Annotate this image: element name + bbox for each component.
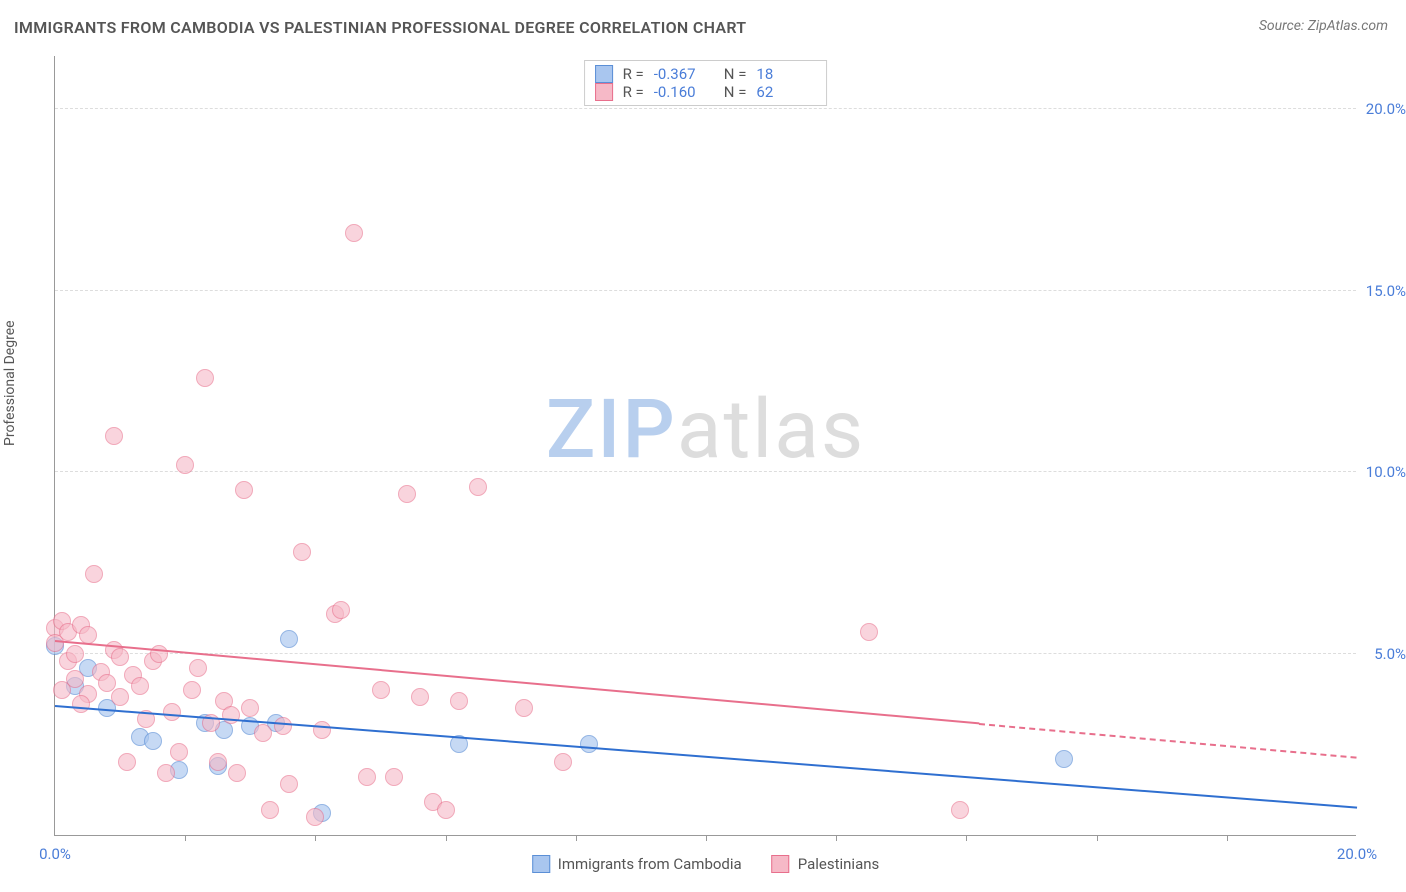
data-point — [450, 692, 468, 710]
data-point — [131, 677, 149, 695]
data-point — [222, 706, 240, 724]
data-point — [183, 681, 201, 699]
plot-area: ZIPatlas R =-0.367N =18R =-0.160N =62 Im… — [54, 56, 1356, 836]
gridline — [55, 471, 1356, 472]
data-point — [411, 688, 429, 706]
y-tick-label: 15.0% — [1356, 282, 1406, 300]
data-point — [228, 764, 246, 782]
data-point — [150, 645, 168, 663]
x-tick-mark — [706, 835, 707, 841]
legend-n-value: 62 — [756, 83, 816, 101]
data-point — [469, 478, 487, 496]
data-point — [280, 630, 298, 648]
data-point — [72, 695, 90, 713]
x-tick-label: 20.0% — [1337, 845, 1377, 863]
x-tick-mark — [1227, 835, 1228, 841]
y-tick-label: 10.0% — [1356, 463, 1406, 481]
x-tick-mark — [1097, 835, 1098, 841]
legend-label: Palestinians — [798, 855, 880, 873]
y-tick-label: 5.0% — [1356, 645, 1406, 663]
legend-n-value: 18 — [756, 65, 816, 83]
data-point — [313, 721, 331, 739]
data-point — [254, 724, 272, 742]
data-point — [554, 753, 572, 771]
data-point — [111, 648, 129, 666]
legend-r-label: R = — [623, 83, 644, 101]
data-point — [111, 688, 129, 706]
legend-item: Immigrants from Cambodia — [532, 855, 742, 873]
data-point — [261, 801, 279, 819]
data-point — [196, 369, 214, 387]
chart-title: IMMIGRANTS FROM CAMBODIA VS PALESTINIAN … — [14, 18, 746, 37]
data-point — [385, 768, 403, 786]
data-point — [66, 645, 84, 663]
data-point — [85, 565, 103, 583]
legend-r-label: R = — [623, 65, 644, 83]
data-point — [332, 601, 350, 619]
legend-series: Immigrants from Cambodia Palestinians — [532, 855, 880, 873]
x-tick-mark — [185, 835, 186, 841]
legend-r-value: -0.367 — [654, 65, 714, 83]
y-axis-label: Professional Degree — [2, 320, 18, 446]
data-point — [951, 801, 969, 819]
data-point — [372, 681, 390, 699]
watermark: ZIPatlas — [546, 382, 865, 478]
watermark-part2: atlas — [677, 382, 865, 478]
data-point — [293, 543, 311, 561]
data-point — [860, 623, 878, 641]
gridline — [55, 290, 1356, 291]
x-tick-mark — [446, 835, 447, 841]
legend-correlation: R = -0.367 N = 18 R = -0.160 N = 62 — [584, 60, 828, 106]
legend-item: Palestinians — [772, 855, 880, 873]
data-point — [105, 427, 123, 445]
data-point — [274, 717, 292, 735]
legend-row: R = -0.367 N = 18 — [595, 65, 817, 83]
data-point — [280, 775, 298, 793]
data-point — [437, 801, 455, 819]
data-point — [398, 485, 416, 503]
x-tick-mark — [966, 835, 967, 841]
data-point — [144, 732, 162, 750]
x-tick-label: 0.0% — [39, 845, 71, 863]
data-point — [98, 674, 116, 692]
data-point — [580, 735, 598, 753]
legend-swatch — [772, 855, 790, 873]
data-point — [170, 743, 188, 761]
chart-container: IMMIGRANTS FROM CAMBODIA VS PALESTINIAN … — [0, 0, 1406, 892]
legend-label: Immigrants from Cambodia — [558, 855, 742, 873]
data-point — [163, 703, 181, 721]
legend-n-label: N = — [724, 65, 747, 83]
data-point — [241, 699, 259, 717]
data-point — [515, 699, 533, 717]
data-point — [53, 681, 71, 699]
x-tick-mark — [836, 835, 837, 841]
data-point — [306, 808, 324, 826]
gridline — [55, 653, 1356, 654]
data-point — [1055, 750, 1073, 768]
legend-r-value: -0.160 — [654, 83, 714, 101]
data-point — [189, 659, 207, 677]
x-tick-mark — [576, 835, 577, 841]
data-point — [176, 456, 194, 474]
data-point — [118, 753, 136, 771]
data-point — [358, 768, 376, 786]
x-tick-mark — [315, 835, 316, 841]
y-tick-label: 20.0% — [1356, 100, 1406, 118]
data-point — [235, 481, 253, 499]
legend-n-label: N = — [724, 83, 747, 101]
data-point — [157, 764, 175, 782]
data-point — [209, 753, 227, 771]
watermark-part1: ZIP — [546, 382, 677, 478]
legend-swatch — [595, 65, 613, 83]
legend-swatch — [595, 83, 613, 101]
regression-line — [979, 723, 1357, 759]
gridline — [55, 108, 1356, 109]
legend-swatch — [532, 855, 550, 873]
source-label: Source: ZipAtlas.com — [1259, 18, 1388, 34]
data-point — [345, 224, 363, 242]
legend-row: R = -0.160 N = 62 — [595, 83, 817, 101]
regression-line — [55, 705, 1357, 809]
